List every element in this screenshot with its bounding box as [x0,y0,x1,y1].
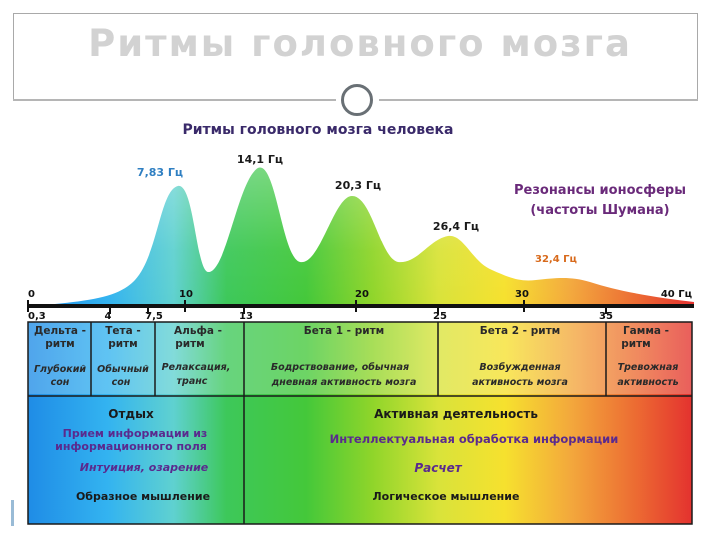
scale-bottom-4: 4 [105,311,112,322]
activity-line-1: Интеллектуальная обработка информации [330,432,619,446]
scale-top-20: 20 [355,289,369,300]
scale-top-0: 0 [28,289,35,300]
band-delta-state-1: Глубокий [34,364,86,375]
curve-highlight [55,167,694,306]
band-alpha-state-1: Релаксация, [162,362,231,373]
schumann-title-line2: (частоты Шумана) [530,203,669,218]
scale-bottom-0-3: 0,3 [28,311,46,322]
band-beta1-name: Бета 1 - ритм [304,325,384,337]
accent-bar [11,500,14,526]
band-gamma-state-1: Тревожная [618,362,679,373]
band-theta-name-2: ритм [108,338,138,350]
band-theta-name-1: Тета - [105,325,140,337]
scale-top-10: 10 [179,289,193,300]
band-beta1-state-1: Бодрствование, обычная [271,362,409,373]
scale-bottom-7-5: 7,5 [145,311,163,322]
scale-ticks [27,300,607,314]
band-delta-state-2: сон [51,377,70,388]
peak-label-2: 14,1 Гц [237,153,283,166]
slide-title: Ритмы головного мозга [88,22,632,65]
activity-line-2: Расчет [414,461,462,475]
rest-heading: Отдых [108,407,154,421]
band-delta-name-2: ритм [45,338,75,350]
diagram-title: Ритмы головного мозга человека [182,122,453,138]
scale-bar [28,304,694,308]
rest-line-1: Прием информации из [63,427,208,440]
peak-label-1: 7,83 Гц [137,166,183,179]
band-beta2-name: Бета 2 - ритм [480,325,560,337]
band-alpha-name-1: Альфа - [174,325,222,337]
scale-bottom-35: 35 [599,311,613,322]
activity-heading: Активная деятельность [374,407,538,421]
band-beta1-state-2: дневная активность мозга [271,377,417,388]
divider-ring [341,84,373,116]
scale-bottom-25: 25 [433,311,447,322]
scale-top-30: 30 [515,289,529,300]
schumann-title-line1: Резонансы ионосферы [514,183,686,198]
band-gamma-name-1: Гамма - [623,325,669,337]
band-beta2-state-2: активность мозга [472,377,568,388]
divider-right [379,99,698,101]
band-alpha-state-2: транс [177,376,208,387]
rest-line-2: информационного поля [55,440,207,453]
divider-left [13,99,336,101]
band-beta2-state-1: Возбужденная [479,362,560,373]
rest-line-3: Интуиция, озарение [80,461,209,474]
peak-label-5: 32,4 Гц [535,254,577,265]
rhythm-table-grid [27,321,693,525]
band-theta-state-1: Обычный [97,364,149,375]
band-alpha-name-2: ритм [175,338,205,350]
scale-bottom-13: 13 [239,311,253,322]
band-gamma-name-2: ритм [621,338,651,350]
band-delta-name-1: Дельта - [34,325,86,337]
scale-top-40: 40 Гц [661,289,692,300]
rest-line-4: Образное мышление [76,490,210,503]
peak-label-3: 20,3 Гц [335,179,381,192]
rhythm-table-background [28,322,692,524]
band-row-tint [28,322,692,394]
band-theta-state-2: сон [112,377,131,388]
band-gamma-state-2: активность [617,377,678,388]
slide-frame [13,13,698,99]
activity-line-3: Логическое мышление [373,490,520,503]
peak-label-4: 26,4 Гц [433,220,479,233]
